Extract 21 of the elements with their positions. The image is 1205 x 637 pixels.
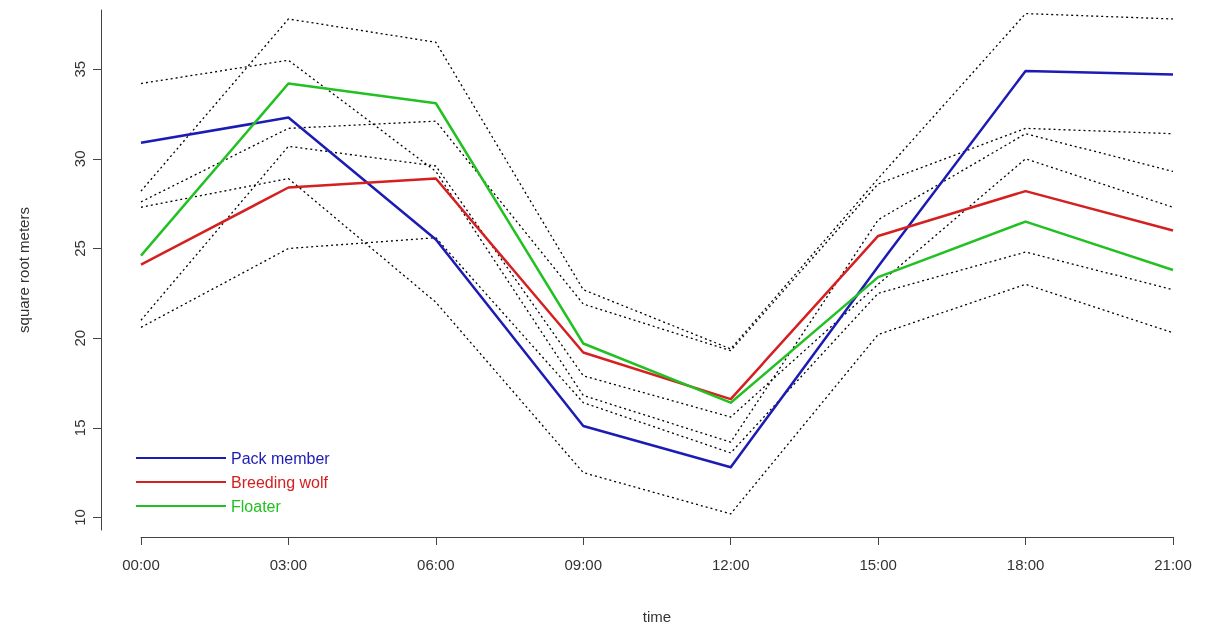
x-tick-label: 03:00 (269, 556, 308, 573)
y-axis-title: square root meters (15, 207, 32, 333)
y-tick-label: 15 (71, 419, 88, 437)
y-tick-label: 30 (71, 150, 88, 168)
x-tick-label: 09:00 (564, 556, 603, 573)
text: Pack member (231, 449, 331, 467)
line-series (139, 177, 1175, 401)
line-series (139, 82, 1175, 404)
x-tick-label: 12:00 (711, 556, 750, 573)
x-tick-label: 06:00 (417, 556, 455, 573)
x-tick-label: 21:00 (1154, 556, 1192, 573)
x-axis-title: time (642, 608, 672, 625)
y-tick-label: 35 (71, 60, 88, 78)
x-tick-label: 15:00 (859, 556, 897, 573)
y-tick-label: 10 (71, 509, 88, 526)
y-tick-label: 20 (71, 329, 88, 347)
text: Breeding wolf (231, 473, 329, 491)
y-tick-label: 25 (71, 240, 88, 257)
text: Floater (231, 497, 282, 515)
x-tick-label: 18:00 (1006, 556, 1045, 573)
x-tick-label: 00:00 (122, 556, 160, 573)
